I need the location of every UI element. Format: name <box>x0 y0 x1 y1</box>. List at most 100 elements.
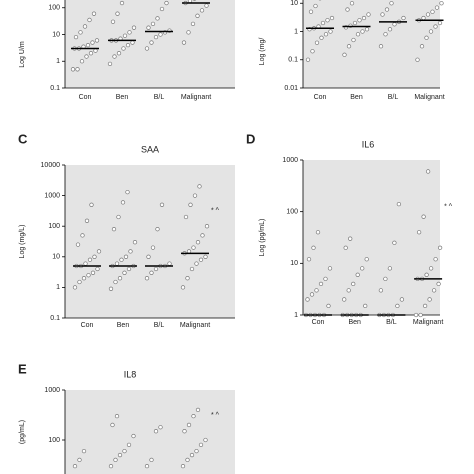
data-point <box>186 30 191 35</box>
data-point <box>121 46 126 51</box>
plot-background <box>303 0 440 88</box>
data-point <box>182 429 187 434</box>
y-axis-label: Log (pg/mL) <box>259 219 266 257</box>
data-point <box>431 288 437 293</box>
data-point <box>81 276 87 281</box>
data-point <box>149 270 154 275</box>
data-point <box>108 463 114 469</box>
data-point <box>200 233 205 238</box>
data-point <box>342 52 347 57</box>
data-point <box>92 254 97 259</box>
data-point <box>81 448 87 454</box>
data-point <box>194 448 199 454</box>
data-point <box>80 233 85 238</box>
y-tick-label: 10000 <box>41 162 61 169</box>
data-point <box>198 257 204 262</box>
chart-title: IL8 <box>124 369 137 379</box>
data-point <box>191 245 196 250</box>
data-point <box>311 245 316 250</box>
y-tick-label: 0.1 <box>50 315 60 322</box>
data-point <box>419 44 425 49</box>
data-point <box>425 169 431 174</box>
data-point <box>131 25 137 30</box>
data-point <box>185 276 190 281</box>
data-point <box>180 285 186 290</box>
data-point <box>314 288 319 293</box>
data-point <box>158 425 163 430</box>
x-tick-label: Con <box>79 94 92 101</box>
data-point <box>387 266 393 271</box>
data-point <box>116 51 122 56</box>
data-point <box>84 218 90 223</box>
data-point <box>90 270 96 275</box>
x-tick-label: Malignant <box>413 319 443 326</box>
chart-title: SAA <box>141 144 159 154</box>
data-point <box>195 407 201 413</box>
y-axis-label: Log (mg/ <box>259 38 266 66</box>
data-point <box>346 44 352 49</box>
data-point <box>125 42 131 48</box>
y-tick-label: 100 <box>48 223 60 230</box>
panel-label: D <box>246 131 255 146</box>
y-tick-label: 0.1 <box>50 85 60 92</box>
data-point <box>305 297 310 302</box>
data-point <box>329 15 335 21</box>
y-tick-label: 10 <box>52 254 60 261</box>
data-point <box>194 261 199 266</box>
y-tick-label: 10 <box>52 31 60 38</box>
data-point <box>315 230 321 235</box>
plot-background <box>65 165 235 318</box>
data-point <box>306 257 312 262</box>
data-point <box>325 18 330 23</box>
y-tick-label: 1000 <box>44 387 60 394</box>
data-point <box>342 297 347 302</box>
data-point <box>113 279 118 285</box>
data-point <box>392 240 397 245</box>
data-point <box>204 224 210 229</box>
data-point <box>108 286 114 291</box>
data-point <box>144 46 150 51</box>
data-point <box>360 266 365 271</box>
data-point <box>146 254 151 259</box>
data-point <box>116 214 121 220</box>
data-point <box>428 266 434 271</box>
data-point <box>428 29 434 34</box>
data-point <box>155 16 160 21</box>
data-point <box>94 38 100 43</box>
data-point <box>396 201 402 207</box>
y-tick-label: 1 <box>294 28 298 35</box>
data-point <box>144 276 150 281</box>
x-tick-label: B/L <box>154 322 165 329</box>
y-axis-label: Log (mg/L) <box>19 225 26 259</box>
data-point <box>153 34 159 40</box>
data-point <box>119 257 124 262</box>
data-point <box>149 40 154 45</box>
data-point <box>427 297 432 302</box>
x-tick-label: Ben <box>116 94 129 101</box>
data-point <box>159 202 165 207</box>
data-point <box>328 29 333 34</box>
data-point <box>127 30 132 35</box>
data-point <box>384 7 390 12</box>
x-tick-label: Ben <box>117 322 130 329</box>
data-point <box>188 202 193 207</box>
panel-label: C <box>18 131 28 146</box>
data-point <box>114 413 120 419</box>
data-point <box>437 20 443 26</box>
x-tick-label: Malignant <box>414 94 444 101</box>
data-point <box>77 279 82 285</box>
plot-background <box>303 160 440 315</box>
data-point <box>204 3 209 8</box>
data-point <box>361 15 367 21</box>
data-point <box>85 42 91 48</box>
data-point <box>421 15 426 21</box>
data-point <box>75 67 80 72</box>
data-point <box>181 40 187 45</box>
data-point <box>167 261 172 266</box>
data-point <box>349 1 355 6</box>
data-point <box>155 227 160 232</box>
data-point <box>122 448 127 454</box>
panel-label: E <box>18 361 27 376</box>
chart-title: IL6 <box>362 139 375 149</box>
data-point <box>72 463 78 469</box>
